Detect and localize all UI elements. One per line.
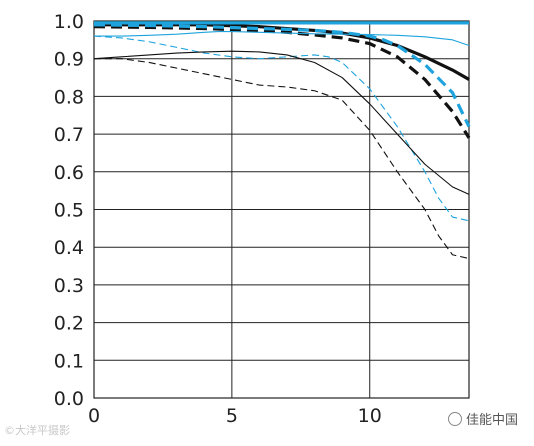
- x-tick-label-2: 10: [358, 405, 382, 427]
- y-tick-label-1: 0.1: [54, 350, 84, 372]
- y-tick-label-8: 0.8: [54, 86, 84, 108]
- y-tick-label-10: 1.0: [54, 11, 84, 33]
- plot-frame: [93, 20, 470, 399]
- y-tick-label-0: 0.0: [54, 388, 84, 410]
- y-tick-label-2: 0.2: [54, 313, 84, 335]
- y-tick-label-4: 0.4: [54, 237, 84, 259]
- watermark-right-label: 佳能中国: [466, 413, 519, 428]
- x-tick-label-1: 5: [226, 405, 238, 427]
- x-tick-label-0: 0: [88, 405, 100, 427]
- y-tick-label-3: 0.3: [54, 275, 84, 297]
- watermark-right: 佳能中国: [448, 409, 518, 428]
- series-line-5: [93, 35, 470, 222]
- wechat-icon: [448, 411, 462, 426]
- y-tick-label-6: 0.6: [54, 162, 84, 184]
- series-line-0: [94, 23, 470, 81]
- y-tick-label-9: 0.9: [54, 49, 84, 71]
- y-tick-label-7: 0.7: [54, 124, 84, 146]
- watermark-left: ©大洋平摄影: [4, 424, 70, 437]
- series-line-4: [94, 31, 470, 47]
- series-line-1: [93, 25, 471, 139]
- series-line-7: [94, 58, 470, 260]
- y-tick-label-5: 0.5: [54, 200, 84, 222]
- series-line-6: [93, 50, 470, 195]
- series-line-3: [93, 23, 471, 128]
